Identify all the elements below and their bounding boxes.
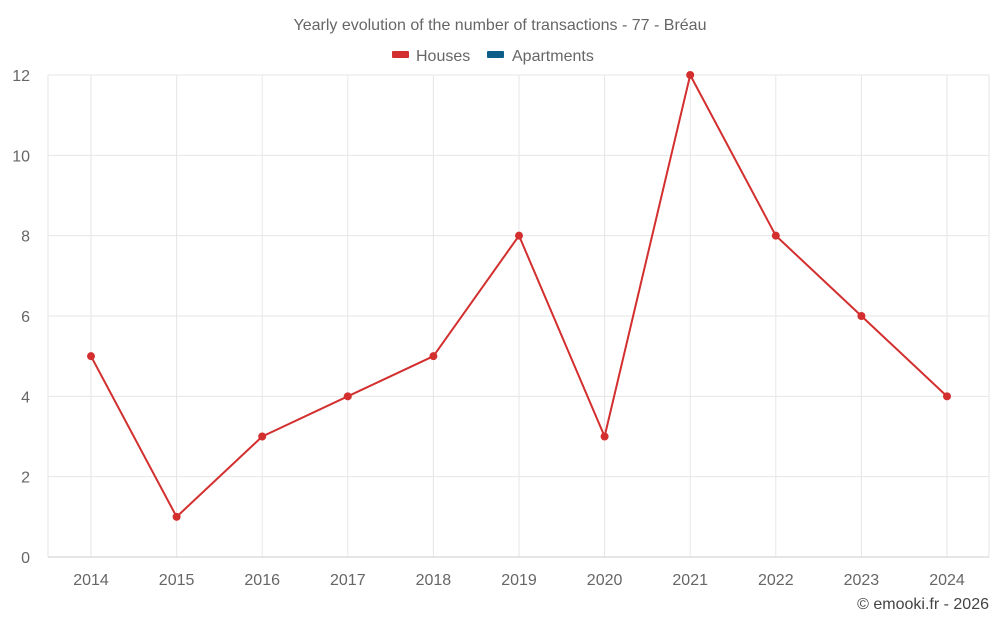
legend-swatch-apartments [487,51,504,58]
y-tick-label: 2 [21,470,30,487]
x-tick-label: 2020 [587,572,623,589]
data-point-houses[interactable] [87,352,95,361]
data-point-houses[interactable] [515,231,523,240]
x-tick-label: 2024 [929,572,965,589]
x-tick-label: 2023 [844,572,880,589]
legend-swatch-houses [392,51,409,58]
x-tick-label: 2021 [672,572,708,589]
legend: Houses Apartments [392,48,594,65]
y-tick-label: 4 [21,389,30,406]
data-point-houses[interactable] [943,392,951,401]
grid [48,74,989,557]
data-point-houses[interactable] [686,71,695,79]
x-tick-label: 2015 [159,572,195,589]
legend-label-apartments: Apartments [512,48,594,65]
y-tick-label: 10 [12,148,30,165]
legend-label-houses: Houses [416,48,470,65]
y-tick-label: 6 [21,309,30,326]
y-tick-label: 12 [12,68,30,85]
y-tick-label: 8 [21,229,30,246]
legend-item-apartments[interactable]: Apartments [487,48,594,65]
data-point-houses[interactable] [600,432,609,441]
credit-text: © emooki.fr - 2026 [857,596,989,613]
data-point-houses[interactable] [343,392,352,401]
data-point-houses[interactable] [857,312,866,320]
y-tick-label: 0 [21,550,30,567]
x-tick-label: 2019 [501,572,537,589]
series [87,71,951,521]
x-tick-label: 2017 [330,572,366,589]
data-point-houses[interactable] [429,352,438,361]
data-point-houses[interactable] [172,512,181,521]
x-tick-label: 2016 [244,572,280,589]
data-point-houses[interactable] [771,231,780,240]
chart-title: Yearly evolution of the number of transa… [294,17,707,34]
x-tick-label: 2014 [73,572,109,589]
legend-item-houses[interactable]: Houses [392,48,470,65]
x-tick-label: 2022 [758,572,794,589]
axes: 0 2 4 6 8 10 12 2014 2015 2016 2017 2018 2019 2020 202… [12,68,990,589]
x-tick-label: 2018 [416,572,452,589]
data-point-houses[interactable] [258,432,267,441]
